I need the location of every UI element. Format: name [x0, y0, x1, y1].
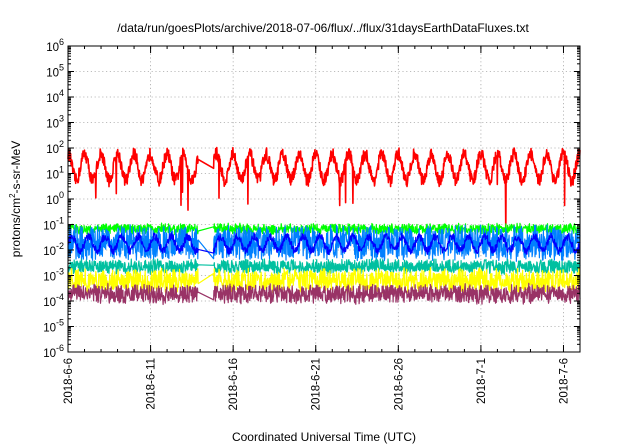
y-tick-label: 105	[46, 63, 64, 80]
x-tick-label: 2018-6-26	[393, 358, 405, 410]
y-tick-label: 102	[46, 139, 64, 156]
x-tick-labels: 2018-6-6 2018-6-11 2018-6-16 2018-6-21 2018-…	[63, 358, 570, 410]
y-tick-label: 106	[46, 37, 64, 54]
tick-layer	[67, 45, 581, 353]
grid-layer	[68, 46, 580, 352]
x-tick-label: 2018-7-1	[476, 358, 488, 404]
y-tick-label: 104	[46, 88, 64, 105]
y-tick-label: 101	[46, 165, 64, 182]
y-tick-label: 100	[46, 190, 64, 207]
x-tick-label: 2018-6-16	[228, 358, 240, 410]
series-layer	[67, 146, 581, 306]
y-tick-label: 10-4	[43, 292, 64, 309]
x-axis-label: Coordinated Universal Time (UTC)	[232, 430, 416, 444]
y-axis-label: protons/cm2-s-sr-MeV	[8, 141, 23, 257]
y-axis-label-sup: 2	[8, 193, 17, 198]
y-tick-label: 103	[46, 114, 64, 131]
x-tick-label: 2018-6-21	[311, 358, 323, 410]
series-line	[67, 232, 581, 256]
y-axis-label-rest: -s-sr-MeV	[9, 141, 23, 194]
y-tick-label: 10-3	[43, 267, 64, 284]
y-tick-label: 10-2	[43, 241, 64, 258]
series-line	[67, 282, 581, 306]
series-line	[67, 146, 581, 236]
y-axis-label-base: protons/cm	[9, 198, 23, 257]
y-tick-label: 10-1	[43, 216, 64, 233]
x-tick-label: 2018-7-6	[558, 358, 570, 404]
y-tick-label: 10-6	[43, 343, 64, 360]
series-line	[67, 258, 581, 275]
chart-title: /data/run/goesPlots/archive/2018-07-06/f…	[117, 21, 529, 35]
y-tick-label: 10-5	[43, 318, 64, 335]
y-tick-labels: 10-6 10-5 10-4 10-3 10-2 10-1 100 101 102 103 104 1…	[43, 37, 64, 360]
x-tick-label: 2018-6-11	[146, 358, 158, 410]
x-tick-label: 2018-6-6	[63, 358, 75, 404]
series-line	[67, 267, 581, 295]
